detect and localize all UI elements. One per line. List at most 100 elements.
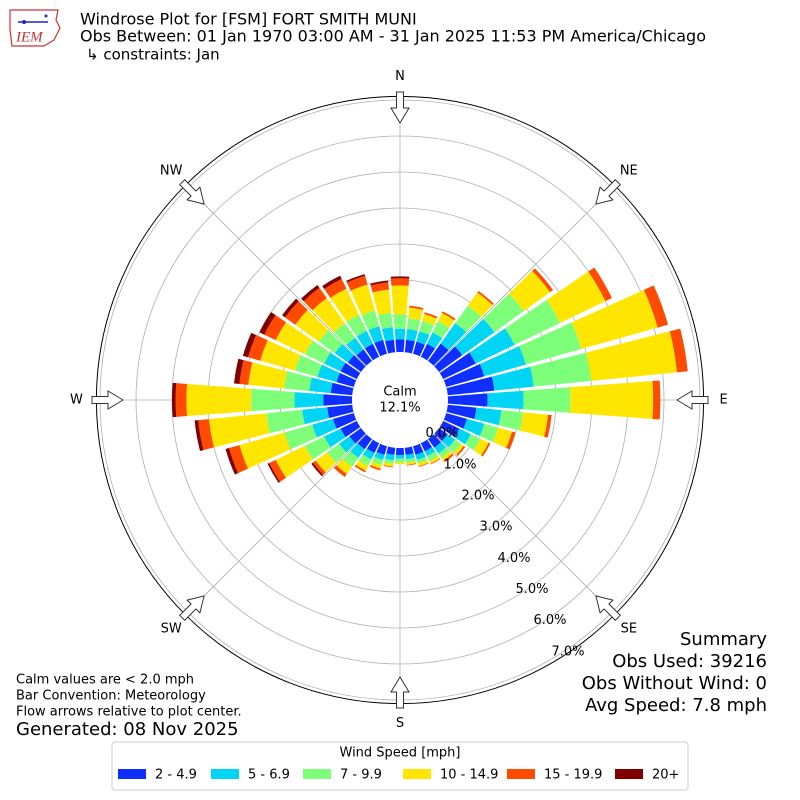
bar-segment (264, 315, 286, 341)
bar-segment (404, 446, 414, 455)
bar-segment (409, 305, 424, 310)
bar-segment (390, 278, 410, 286)
bar-segment (393, 314, 407, 329)
bar-segment (406, 461, 417, 465)
bar-segment (390, 276, 410, 279)
bar-segment (372, 289, 392, 316)
legend-label: 5 - 6.9 (248, 768, 290, 783)
bar-segment (429, 456, 440, 464)
bar-segment (330, 382, 354, 396)
bar-segment (376, 443, 388, 455)
bar-segment (474, 407, 502, 426)
chart-title: Windrose Plot for [FSM] FORT SMITH MUNI (80, 10, 417, 29)
bar-segment (391, 285, 409, 315)
bar-segment (448, 439, 461, 453)
bars (171, 267, 688, 483)
bar-segment (498, 410, 523, 431)
bar-segment (234, 358, 244, 384)
flow-arrow (179, 595, 205, 621)
bar-segment (294, 355, 322, 377)
bar-segment (405, 453, 415, 460)
bar-segment (505, 299, 561, 345)
bar-segment (315, 452, 337, 473)
bar-segment (342, 451, 359, 467)
bar-segment (479, 423, 499, 442)
r-tick-label: 7.0% (551, 644, 584, 659)
bar-segment (309, 377, 333, 394)
bar-segment (395, 455, 405, 459)
r-tick-label: 0.0% (425, 426, 458, 441)
bar-segment (369, 465, 381, 471)
bar-segment (339, 436, 356, 453)
bar-segment (239, 360, 253, 385)
bar-segment (428, 343, 449, 366)
bar-segment (248, 362, 288, 389)
bar-segment (453, 443, 464, 455)
bar-segment (417, 460, 429, 467)
flow-arrow (595, 179, 621, 205)
bar-segment (322, 275, 342, 289)
bar-segment (441, 311, 456, 321)
bar-segment (407, 318, 421, 331)
bar-segment (372, 456, 384, 466)
bar-segment (385, 453, 395, 461)
note: Bar Convention: Meteorology (16, 689, 206, 704)
bar-segment (374, 339, 388, 357)
bar-segment (405, 457, 416, 463)
bar-segment (454, 428, 471, 445)
bar-segment (175, 383, 187, 417)
bar-segment (242, 332, 257, 358)
bar-segment (333, 412, 357, 429)
bar-segment (434, 442, 447, 454)
bar-segment (324, 428, 346, 448)
summary-line: Obs Used: 39216 (612, 651, 767, 672)
bar-segment (186, 383, 252, 417)
bar-segment (483, 293, 524, 333)
bar-segment (324, 352, 346, 372)
bar-segment (383, 462, 394, 467)
bar-segment (412, 341, 425, 357)
bar-segment (437, 312, 455, 328)
bar-segment (303, 287, 327, 311)
bar-segment (312, 418, 337, 438)
bar-segment (301, 285, 320, 302)
bar-segment (519, 322, 582, 365)
bar-segment (406, 463, 417, 466)
bar-segment (441, 451, 453, 461)
bar-segment (473, 438, 489, 456)
bar-segment (358, 454, 372, 466)
bar-segment (427, 332, 443, 349)
bar-segment (588, 267, 612, 302)
r-tick-label: 2.0% (461, 488, 494, 503)
grid-spoke (185, 185, 401, 401)
legend-swatch (211, 769, 239, 779)
bar-segment (370, 282, 389, 293)
direction-label: NE (620, 164, 638, 179)
r-tick-label: 6.0% (533, 613, 566, 628)
bar-segment (171, 382, 177, 418)
bar-segment (266, 409, 305, 434)
bar-segment (194, 420, 204, 451)
bar-segment (439, 420, 460, 438)
bar-segment (477, 290, 494, 306)
bar-segment (395, 462, 405, 465)
bar-segment (467, 292, 493, 317)
bar-segment (350, 443, 365, 458)
bar-segment (440, 323, 467, 351)
flow-arrow (676, 390, 709, 410)
bar-segment (432, 321, 450, 339)
generated: Generated: 08 Nov 2025 (16, 719, 239, 740)
bar-segment (506, 431, 516, 450)
legend-swatch (303, 769, 331, 779)
bar-segment (324, 278, 347, 298)
bar-segment (327, 404, 354, 419)
bar-segment (312, 298, 345, 333)
bar-segment (357, 434, 372, 450)
bar-segment (317, 364, 340, 383)
bar-segment (422, 313, 437, 326)
bar-segment (487, 390, 524, 410)
bar-segment (469, 328, 515, 364)
bar-segment (346, 314, 367, 337)
logo-outline (9, 9, 61, 47)
direction-label: SW (161, 621, 182, 636)
